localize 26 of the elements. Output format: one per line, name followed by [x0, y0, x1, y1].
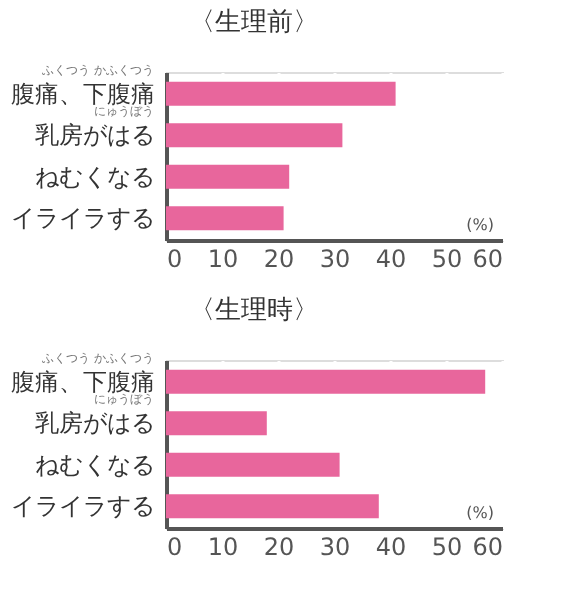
x-tick-label: 50 [431, 533, 463, 561]
x-tick-label: 20 [263, 245, 295, 273]
x-axis-title: (%) [466, 216, 494, 234]
y-tick-label: 乳房がはる [35, 121, 155, 150]
x-tick-label: 0 [167, 245, 183, 273]
x-tick-label: 10 [207, 533, 239, 561]
chart-title: 〈生理前〉 [189, 7, 319, 38]
y-tick-label: ねむくなる [35, 450, 155, 479]
y-tick-label: ねむくなる [35, 162, 155, 191]
x-tick-label: 60 [472, 533, 503, 561]
x-tick-label: 40 [375, 533, 407, 561]
y-tick-label: 乳房がはる [35, 409, 155, 438]
x-tick-label: 40 [375, 245, 407, 273]
y-tick-label: イライラする [11, 204, 155, 233]
y-tick-label: 腹痛、下腹痛 [11, 367, 155, 396]
chart-title: 〈生理時〉 [189, 295, 319, 326]
x-tick-label: 20 [263, 533, 295, 561]
x-axis-title: (%) [466, 504, 494, 522]
y-tick-label: イライラする [11, 492, 155, 521]
x-tick-label: 30 [319, 245, 351, 273]
x-tick-label: 30 [319, 533, 351, 561]
x-tick-label: 10 [207, 245, 239, 273]
y-tick-label: 腹痛、下腹痛 [11, 79, 155, 108]
x-tick-label: 0 [167, 533, 183, 561]
x-tick-label: 50 [431, 245, 463, 273]
x-tick-label: 60 [472, 245, 503, 273]
